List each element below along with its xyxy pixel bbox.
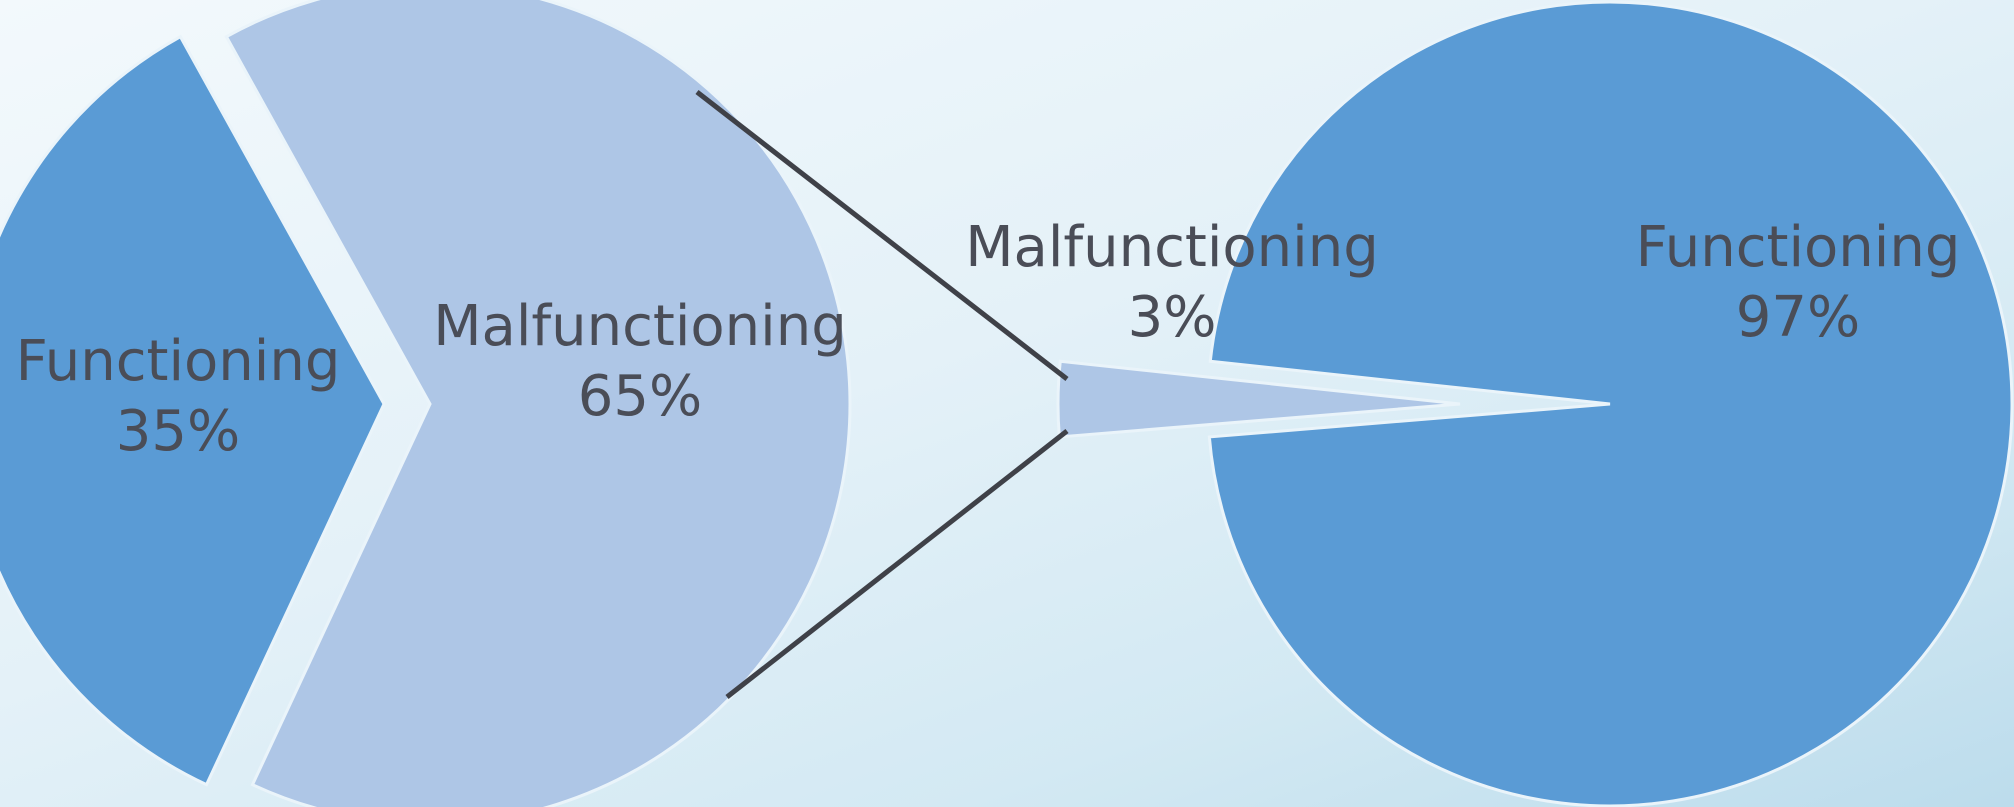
pie-2-label-malfunctioning-value: 3%: [1128, 285, 1217, 350]
pie-2-label-functioning-value: 97%: [1736, 285, 1860, 350]
pie-1-label-malfunctioning-value: 65%: [578, 364, 702, 429]
connector-line-top: [695, 90, 1069, 381]
pie-1-slice-functioning: [0, 34, 386, 787]
pie-1-label-functioning-name: Functioning: [16, 329, 341, 394]
pie-2-label-malfunctioning: Malfunctioning 3%: [965, 215, 1379, 350]
pie-2-label-malfunctioning-name: Malfunctioning: [965, 215, 1379, 280]
pie-1-slice-malfunctioning: [224, 0, 852, 807]
pie-2-slice-functioning: [1207, 0, 2014, 807]
pie-1-label-functioning-value: 35%: [116, 399, 240, 464]
pie-1-label-functioning: Functioning 35%: [16, 329, 341, 464]
pie-2-label-functioning-name: Functioning: [1636, 215, 1961, 280]
pie-1-label-malfunctioning-name: Malfunctioning: [433, 294, 847, 359]
pie-1-label-malfunctioning: Malfunctioning 65%: [433, 294, 847, 429]
pie-2-label-functioning: Functioning 97%: [1636, 215, 1961, 350]
connector-line-bottom: [725, 429, 1069, 699]
